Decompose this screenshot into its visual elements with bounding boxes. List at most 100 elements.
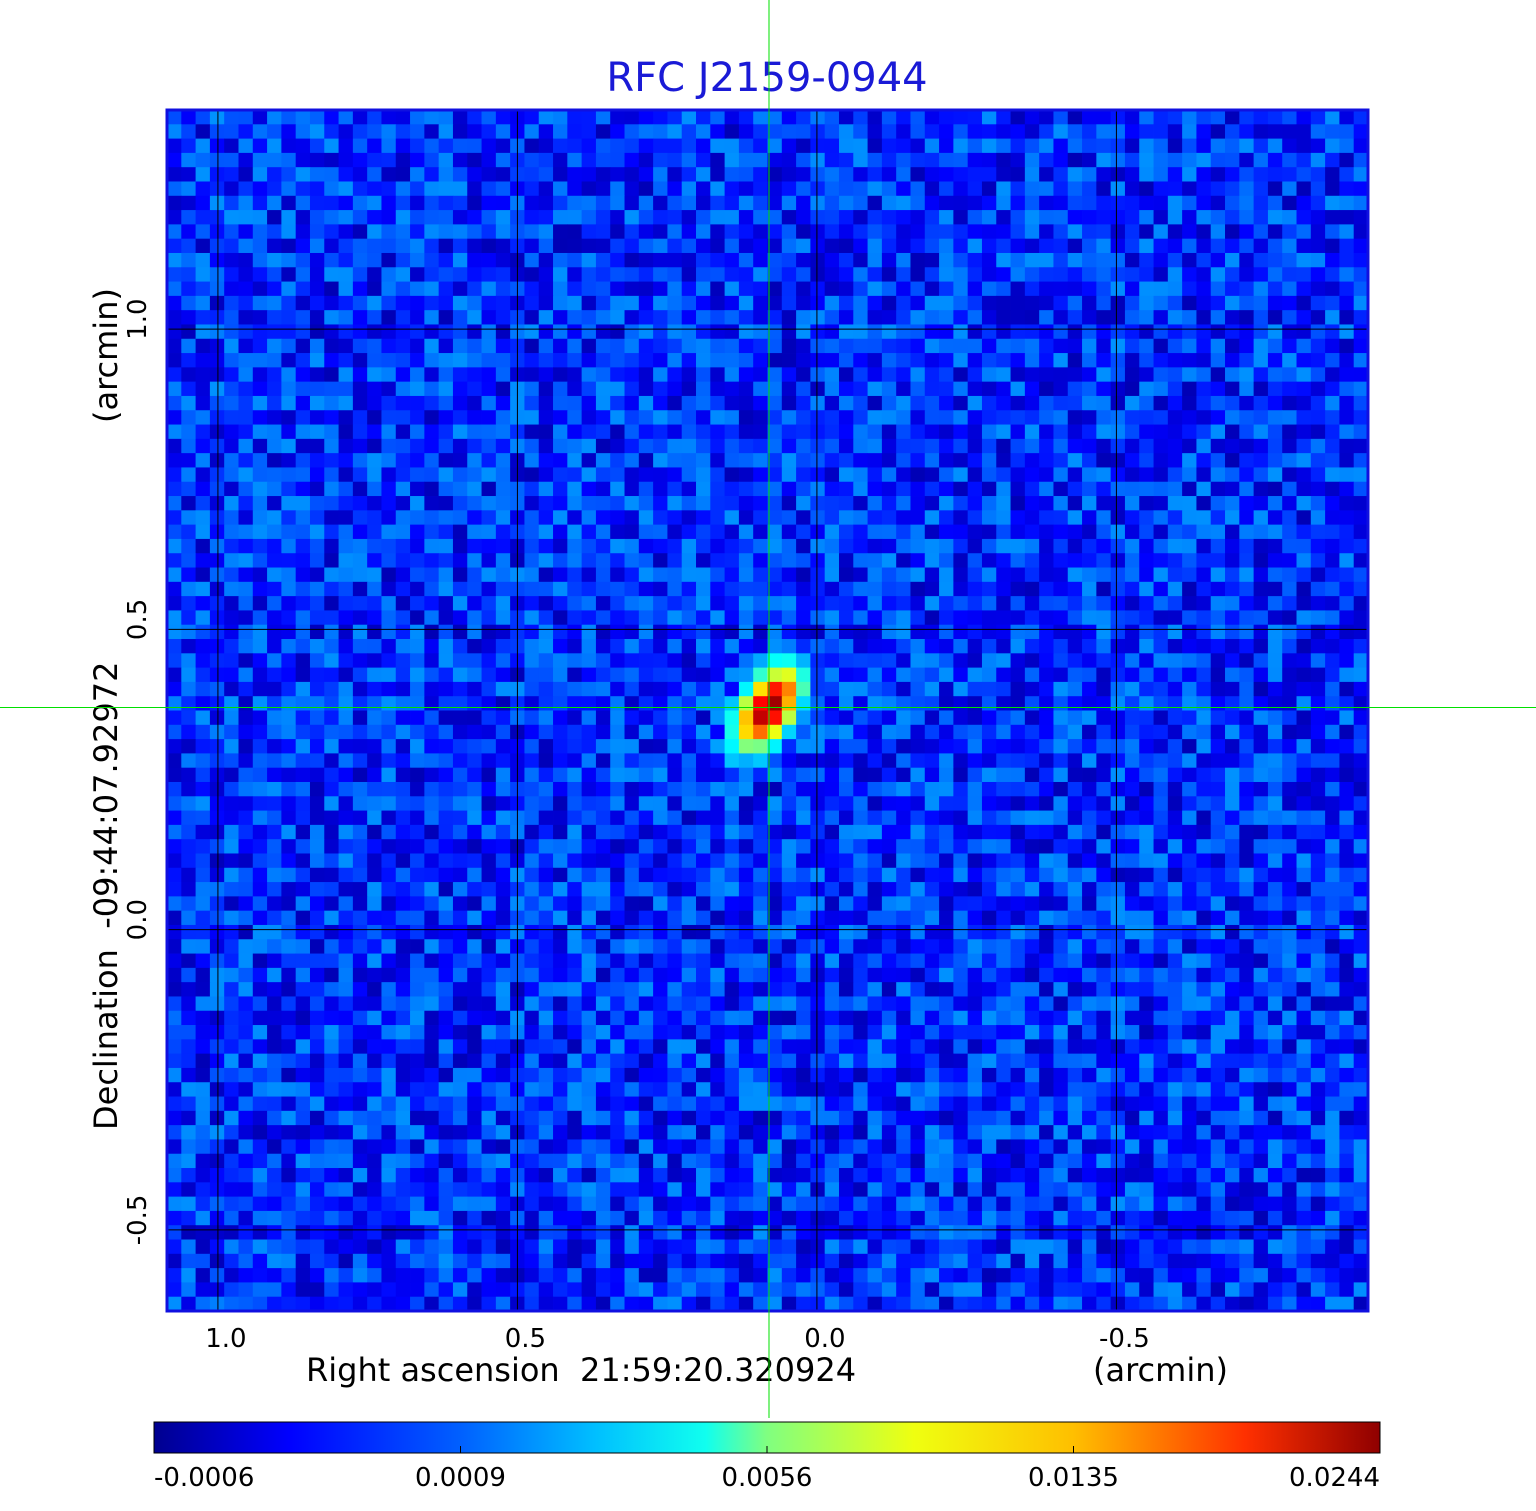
- heatmap-cell: [524, 324, 540, 340]
- heatmap-cell: [195, 338, 211, 354]
- heatmap-cell: [452, 224, 468, 240]
- heatmap-cell: [595, 195, 611, 211]
- heatmap-cell: [1325, 739, 1340, 754]
- heatmap-cell: [495, 696, 511, 711]
- heatmap-cell: [324, 667, 339, 683]
- heatmap-cell: [481, 353, 497, 368]
- heatmap-cell: [581, 281, 597, 297]
- heatmap-cell: [224, 681, 239, 697]
- heatmap-cell: [1096, 110, 1112, 125]
- heatmap-cell: [967, 924, 983, 940]
- heatmap-cell: [438, 796, 454, 811]
- heatmap-cell: [1139, 453, 1154, 468]
- heatmap-cell: [381, 438, 397, 454]
- heatmap-cell: [1139, 381, 1154, 397]
- heatmap-cell: [853, 524, 868, 540]
- heatmap-cell: [710, 839, 726, 854]
- heatmap-cell: [567, 581, 583, 597]
- heatmap-cell: [438, 853, 454, 869]
- heatmap-cell: [853, 724, 868, 740]
- heatmap-cell: [996, 467, 1011, 483]
- heatmap-cell: [996, 195, 1011, 211]
- heatmap-cell: [1096, 195, 1112, 211]
- heatmap-cell: [710, 281, 726, 297]
- heatmap-cell: [967, 281, 983, 297]
- heatmap-cell: [696, 882, 711, 897]
- heatmap-cell: [338, 424, 354, 440]
- heatmap-cell: [1225, 567, 1240, 583]
- heatmap-cell: [667, 796, 683, 811]
- heatmap-cell: [338, 882, 354, 897]
- heatmap-cell: [195, 281, 211, 297]
- heatmap-cell: [410, 796, 425, 811]
- heatmap-cell: [1310, 667, 1326, 683]
- heatmap-cell: [610, 424, 625, 440]
- heatmap-cell: [324, 596, 339, 611]
- heatmap-cell: [1082, 624, 1097, 640]
- heatmap-cell: [381, 939, 397, 954]
- heatmap-cell: [610, 338, 625, 354]
- heatmap-cell: [1296, 467, 1312, 483]
- heatmap-cell: [724, 524, 740, 540]
- heatmap-cell: [1196, 267, 1212, 282]
- heatmap-cell: [910, 496, 926, 511]
- heatmap-cell: [295, 324, 311, 340]
- heatmap-cell: [1024, 896, 1040, 912]
- heatmap-cell: [1082, 310, 1097, 325]
- heatmap-cell: [653, 596, 668, 611]
- heatmap-cell: [367, 152, 382, 168]
- heatmap-cell: [781, 138, 797, 154]
- heatmap-cell: [796, 424, 811, 440]
- heatmap-cell: [867, 796, 883, 811]
- heatmap-cell: [781, 624, 797, 640]
- heatmap-cell: [238, 696, 254, 711]
- heatmap-cell: [167, 696, 182, 711]
- heatmap-cell: [996, 853, 1011, 869]
- heatmap-cell: [724, 338, 740, 354]
- heatmap-cell: [1110, 882, 1126, 897]
- heatmap-cell: [367, 710, 382, 726]
- heatmap-cell: [1339, 238, 1355, 254]
- heatmap-cell: [838, 367, 854, 383]
- heatmap-cell: [810, 653, 826, 669]
- heatmap-cell: [1210, 567, 1226, 583]
- heatmap-cell: [481, 496, 497, 511]
- heatmap-cell: [1039, 853, 1054, 869]
- heatmap-cell: [309, 524, 325, 540]
- heatmap-cell: [1282, 653, 1297, 669]
- heatmap-cell: [467, 210, 482, 225]
- heatmap-cell: [1296, 696, 1312, 711]
- heatmap-cell: [1339, 882, 1355, 897]
- heatmap-cell: [1310, 924, 1326, 940]
- heatmap-cell: [195, 924, 211, 940]
- heatmap-cell: [796, 124, 811, 139]
- heatmap-cell: [595, 953, 611, 969]
- heatmap-cell: [638, 110, 654, 125]
- heatmap-cell: [567, 810, 583, 826]
- heatmap-cell: [810, 381, 826, 397]
- heatmap-cell: [410, 710, 425, 726]
- heatmap-cell: [1024, 524, 1040, 540]
- heatmap-cell: [1196, 824, 1212, 840]
- heatmap-cell: [738, 424, 754, 440]
- heatmap-cell: [495, 496, 511, 511]
- heatmap-cell: [267, 238, 282, 254]
- heatmap-cell: [1096, 181, 1112, 197]
- heatmap-cell: [1325, 496, 1340, 511]
- heatmap-cell: [710, 610, 726, 626]
- heatmap-cell: [810, 338, 826, 354]
- heatmap-cell: [1139, 610, 1154, 626]
- heatmap-cell: [238, 753, 254, 769]
- heatmap-cell: [352, 410, 368, 425]
- heatmap-cell: [1339, 896, 1355, 912]
- heatmap-cell: [1039, 653, 1054, 669]
- heatmap-cell: [424, 252, 440, 268]
- heatmap-cell: [581, 896, 597, 912]
- heatmap-cell: [495, 939, 511, 954]
- heatmap-cell: [1225, 853, 1240, 869]
- heatmap-cell: [667, 524, 683, 540]
- heatmap-cell: [495, 681, 511, 697]
- heatmap-cell: [853, 824, 868, 840]
- heatmap-cell: [724, 353, 740, 368]
- heatmap-cell: [381, 924, 397, 940]
